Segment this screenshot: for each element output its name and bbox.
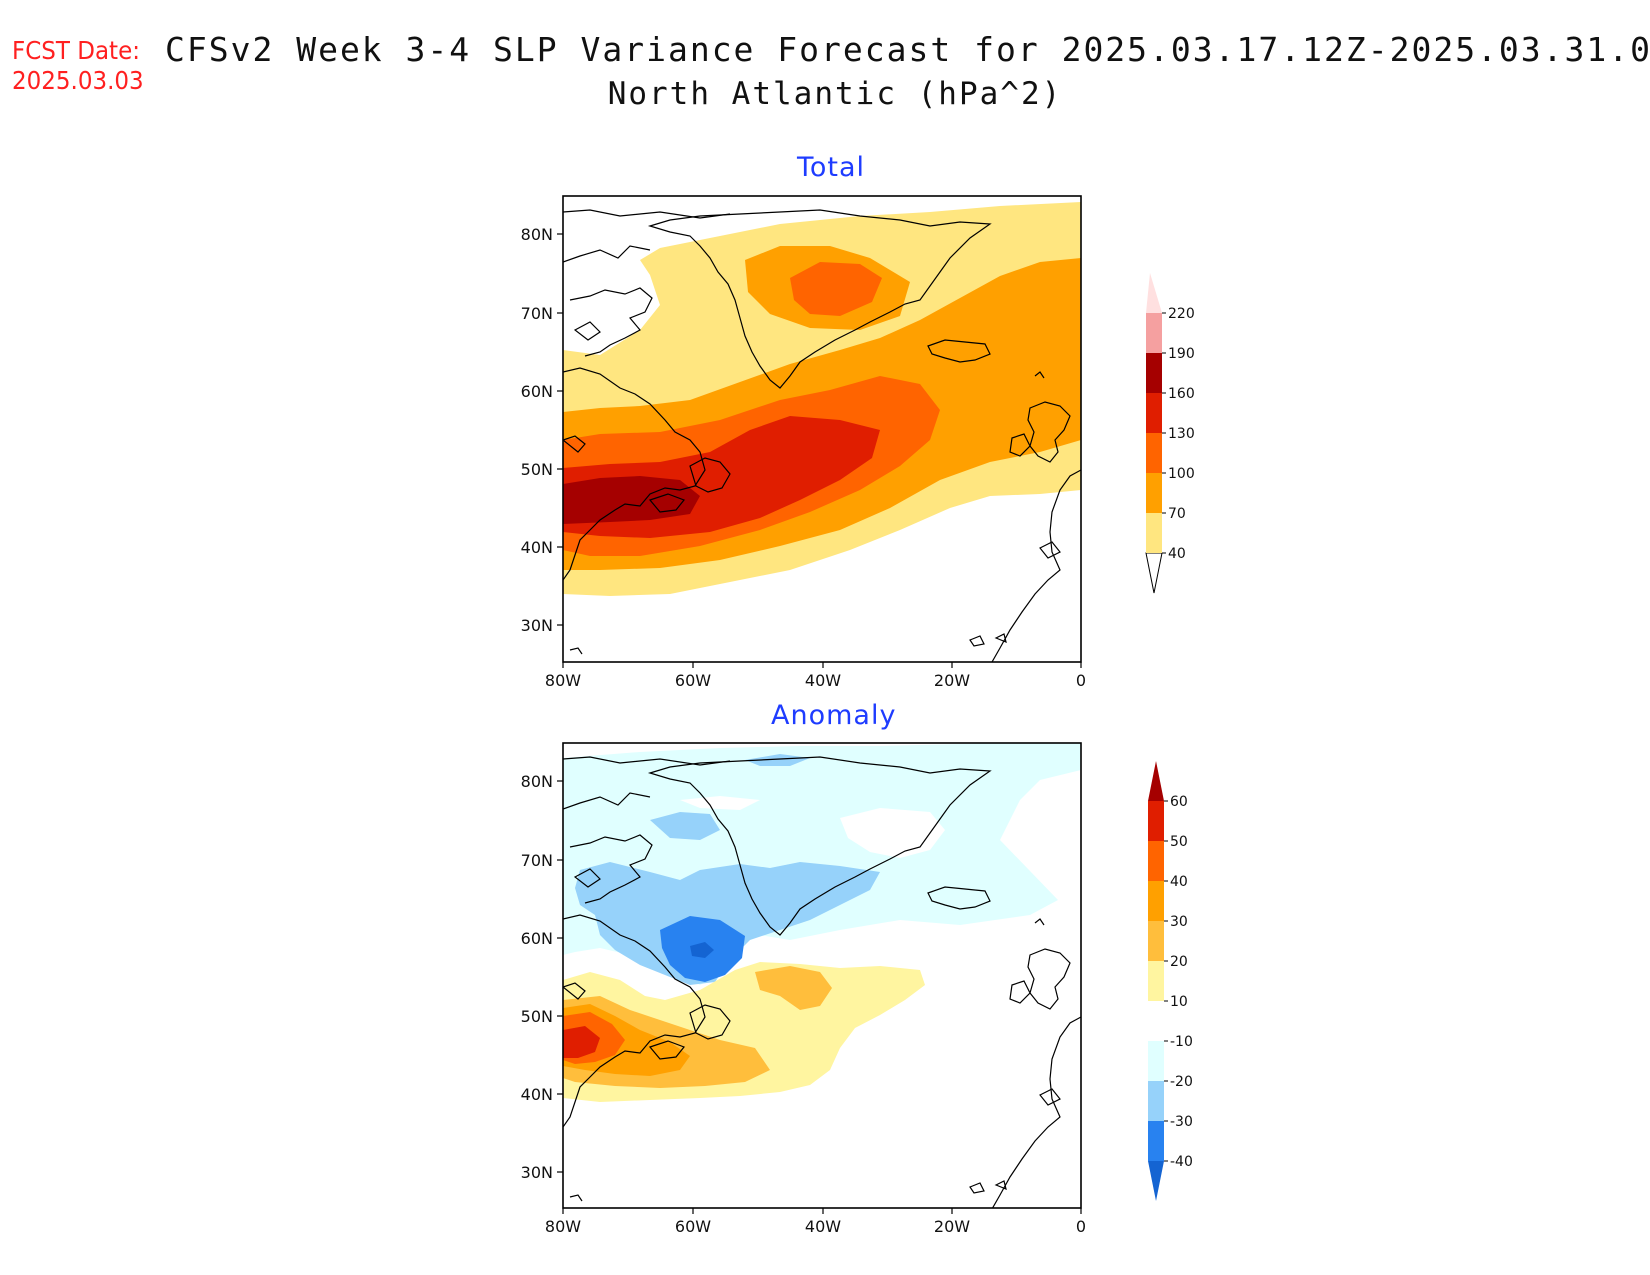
lat-tick-label: 70N [521,851,553,870]
lat-tick-label: 60N [521,929,553,948]
anomaly-colorbar-segment [1148,1081,1164,1121]
fcst-date-label: FCST Date: [12,36,140,65]
total-colorbar-label: 70 [1168,506,1186,522]
lon-tick-label: 40W [805,671,841,690]
anomaly-colorbar-label: 50 [1170,834,1188,850]
anomaly-colorbar-label: 30 [1170,914,1188,930]
lon-tick-label: 80W [545,671,581,690]
lat-tick-label: 50N [521,1007,553,1026]
lon-tick-label: 20W [934,671,970,690]
total-colorbar-label: 160 [1168,386,1195,402]
lat-tick-label: 70N [521,304,553,323]
anomaly-colorbar-label: 10 [1170,994,1188,1010]
total-colorbar-segment [1146,393,1162,433]
fcst-date-value: 2025.03.03 [12,66,144,95]
anomaly-colorbar-segment [1148,1041,1164,1081]
anomaly-colorbar-segment [1148,921,1164,961]
contour-neg20 [575,862,880,985]
anomaly-colorbar-bottom-arrow [1148,1161,1164,1201]
anomaly-colorbar-label: -10 [1170,1034,1193,1050]
anomaly-colorbar-label: 60 [1170,794,1188,810]
anomaly-colorbar-label: 40 [1170,874,1188,890]
total-colorbar-label: 220 [1168,306,1195,322]
anomaly-colorbar-label: -40 [1170,1154,1193,1170]
total-colorbar-segment [1146,313,1162,353]
colorbars: 40 70 100 130 160 190 220 60 50 40 30 20 10 -10 -20 -30… [1145,273,1195,1201]
anomaly-colorbar-label: -20 [1170,1074,1193,1090]
lon-tick-label: 60W [675,1217,711,1236]
axis-ticks: 80N 70N 60N 50N 40N 30N 80W 60W 40W 20W 0 80N 70N 60N… [521,225,1086,1236]
total-map [563,196,1081,662]
contour-neg10-hole2 [680,796,760,810]
total-colorbar-segment [1146,473,1162,513]
anomaly-colorbar-top-arrow [1148,761,1164,801]
total-colorbar-label: 100 [1168,466,1195,482]
total-colorbar-label: 190 [1168,346,1195,362]
lon-tick-label: 20W [934,1217,970,1236]
lon-tick-label: 0 [1076,1217,1086,1236]
contour-pos50 [563,1026,600,1058]
anomaly-colorbar-segment [1148,1121,1164,1161]
anomaly-colorbar-segment [1148,841,1164,881]
total-colorbar-label: 40 [1168,546,1186,562]
contour-neg20-north [650,812,720,840]
lat-tick-label: 50N [521,460,553,479]
lat-tick-label: 60N [521,382,553,401]
lat-tick-label: 80N [521,225,553,244]
anomaly-map [563,743,1081,1208]
anomaly-panel-title: Anomaly [771,700,897,731]
anomaly-colorbar-segment [1148,801,1164,841]
total-colorbar-segment [1146,353,1162,393]
total-colorbar-bottom-arrow [1145,552,1163,594]
total-colorbar-segment [1146,433,1162,473]
main-title: CFSv2 Week 3-4 SLP Variance Forecast for… [165,30,1650,69]
total-panel-title: Total [797,152,866,183]
total-colorbar-label: 130 [1168,426,1195,442]
lat-tick-label: 30N [521,616,553,635]
anomaly-map-frame [562,742,1082,1209]
anomaly-colorbar-segment [1148,881,1164,921]
lon-tick-label: 0 [1076,671,1086,690]
anomaly-colorbar-segment [1148,1001,1164,1041]
contour-neg10-hole [840,808,945,858]
lat-tick-label: 30N [521,1163,553,1182]
contour-neg20-far-north [745,754,810,766]
anomaly-colorbar-label: -30 [1170,1114,1193,1130]
anomaly-colorbar-label: 20 [1170,954,1188,970]
lon-tick-label: 80W [545,1217,581,1236]
lon-tick-label: 60W [675,671,711,690]
contour-100-greenland [790,262,882,316]
anomaly-colorbar-segment [1148,961,1164,1001]
lat-tick-label: 80N [521,772,553,791]
lon-tick-label: 40W [805,1217,841,1236]
lat-tick-label: 40N [521,1085,553,1104]
total-colorbar-segment [1146,513,1162,553]
contour-pos20-east [755,966,832,1010]
contour-neg40 [690,942,714,958]
total-map-frame [562,195,1082,663]
total-colorbar-top-arrow [1146,273,1162,313]
sub-title: North Atlantic (hPa^2) [607,76,1063,112]
lat-tick-label: 40N [521,538,553,557]
